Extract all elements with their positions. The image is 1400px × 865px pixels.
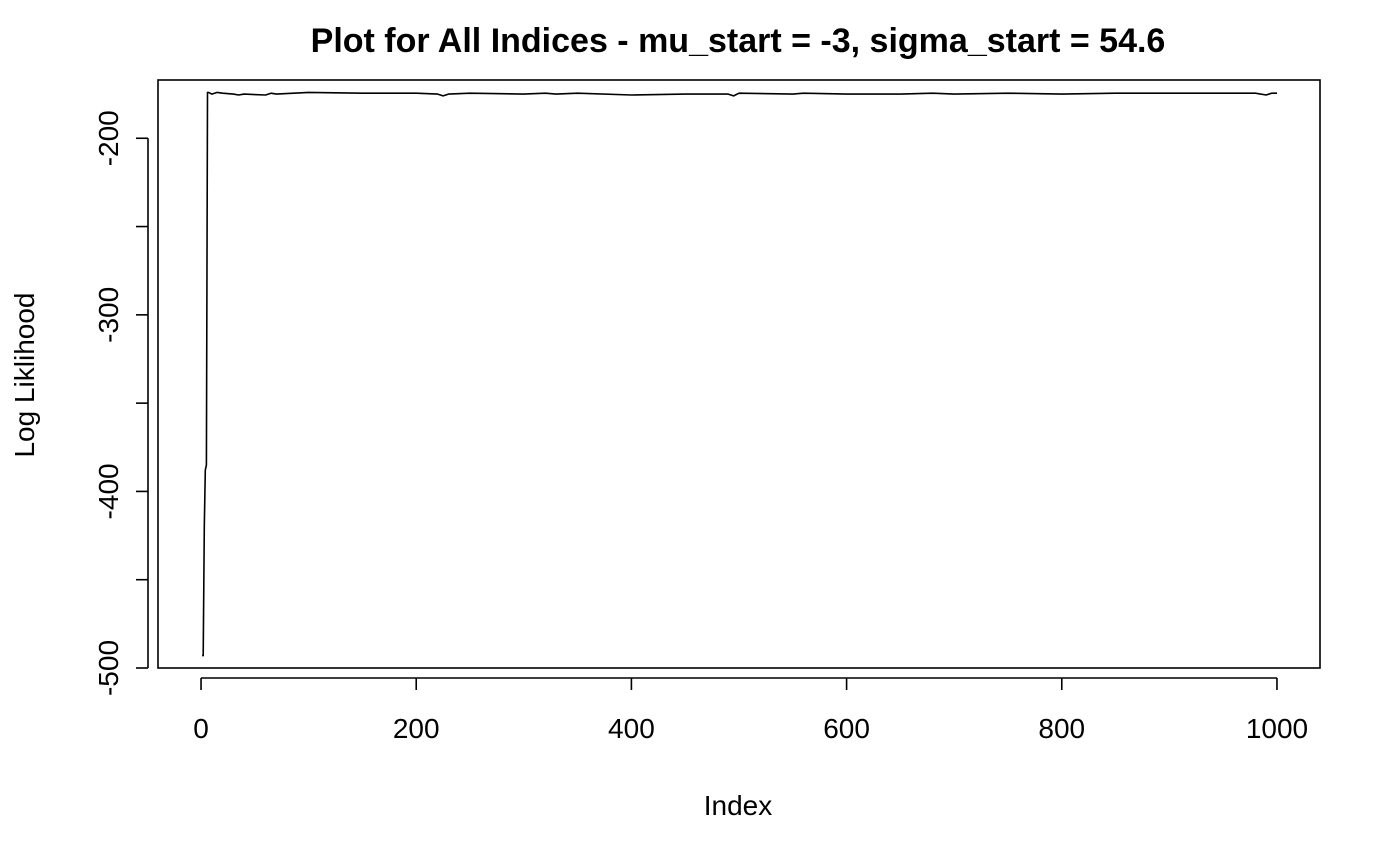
y-tick-label: -500 [93,640,124,696]
x-tick-label: 200 [393,713,440,744]
series-line [202,91,1277,657]
y-tick-label: -400 [93,463,124,519]
x-tick-label: 0 [193,713,209,744]
x-axis-label: Index [704,790,773,821]
x-tick-label: 1000 [1246,713,1308,744]
x-tick-label: 400 [608,713,655,744]
series-group [202,91,1277,657]
x-axis: 0 200 400 600 800 1000 [193,677,1308,744]
chart-title: Plot for All Indices - mu_start = -3, si… [311,22,1166,60]
y-tick-label: -200 [93,110,124,166]
y-axis: -500 -400 -300 -200 [93,110,149,696]
y-axis-label: Log Liklihood [9,292,40,457]
plot-frame [157,79,1321,669]
x-tick-label: 800 [1038,713,1085,744]
y-tick-label: -300 [93,287,124,343]
x-tick-label: 600 [823,713,870,744]
